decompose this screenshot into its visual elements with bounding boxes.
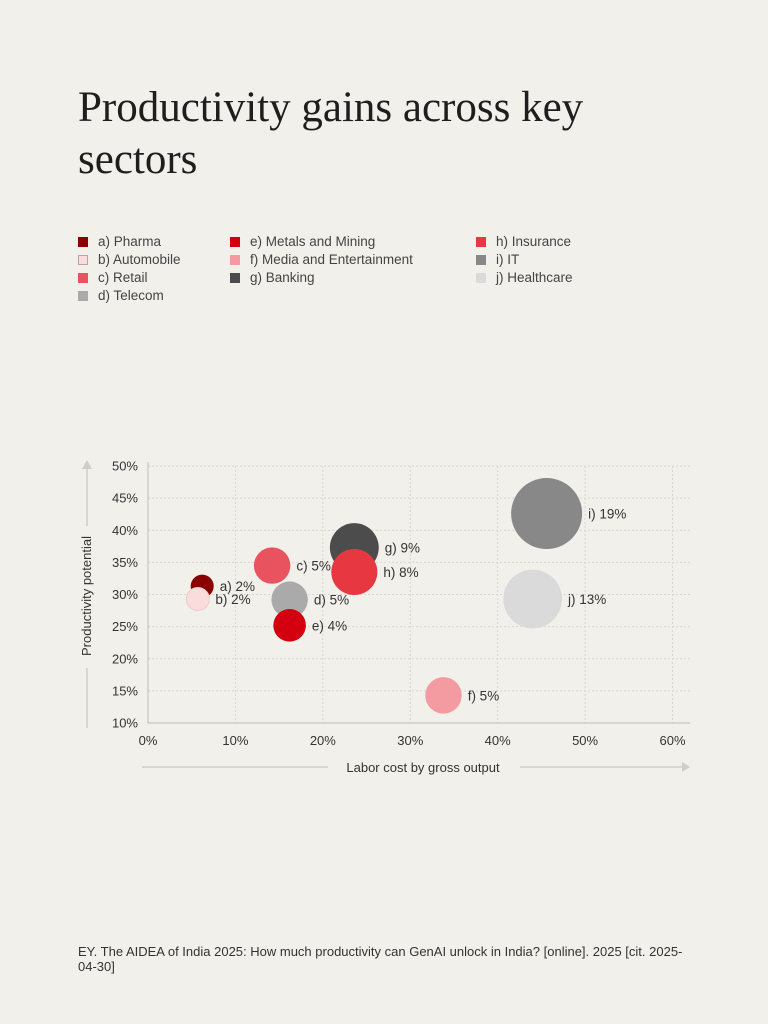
bubble [425,677,462,714]
x-tick-label: 0% [139,733,158,748]
y-tick-label: 20% [112,651,138,666]
y-tick-label: 10% [112,716,138,731]
bubble-label: b) 2% [215,592,250,607]
bubble-label: d) 5% [314,593,349,608]
bubble [511,478,583,550]
legend-swatch [230,272,240,283]
bubble-label: c) 5% [296,559,331,574]
x-tick-label: 30% [397,733,423,748]
y-tick-label: 15% [112,683,138,698]
bubble-label: g) 9% [385,541,420,556]
x-tick-label: 60% [660,733,686,748]
legend-item: b) Automobile [78,252,181,267]
bubble [185,586,210,612]
legend-item: a) Pharma [78,234,161,249]
legend-label: h) Insurance [496,234,572,249]
legend-label: d) Telecom [98,288,164,303]
legend-swatch [78,254,88,265]
bubble [273,609,306,642]
legend-item: e) Metals and Mining [230,234,375,249]
x-tick-label: 50% [572,733,598,748]
bubble [331,548,378,596]
bubble-label: i) 19% [588,507,626,522]
legend-item: g) Banking [230,270,315,285]
y-axis-title: Productivity potential [79,536,94,656]
legend-label: a) Pharma [98,234,162,249]
bubble-label: j) 13% [567,592,606,607]
y-tick-label: 45% [112,491,138,506]
chart-title: Productivity gains across key sectors [78,84,584,183]
legend-label: g) Banking [250,270,315,285]
y-axis-arrow-head [82,460,92,469]
legend-item: f) Media and Entertainment [230,252,413,267]
legend-label: c) Retail [98,270,148,285]
bubble-label: a) 2% [220,579,255,594]
y-tick-label: 25% [112,619,138,634]
legend-item: j) Healthcare [476,270,573,285]
legend-label: e) Metals and Mining [250,234,376,249]
y-tick-label: 40% [112,523,138,538]
legend-item: i) IT [476,252,519,267]
legend-label: i) IT [496,252,520,267]
legend-swatch [230,254,240,265]
x-tick-label: 20% [310,733,336,748]
bubble-chart: 10%15%20%25%30%35%40%45%50%0% 10% 20% 30% 40… [79,459,690,775]
source-note: EY. The AIDEA of India 2025: How much pr… [78,944,683,974]
legend-label: j) Healthcare [496,270,573,285]
legend-label: f) Media and Entertainment [250,252,413,267]
bubble-label: e) 4% [312,618,347,633]
legend-swatch [476,236,486,247]
bubble-label: f) 5% [468,688,500,703]
x-tick-label: 10% [222,733,248,748]
legend-item: h) Insurance [476,234,571,249]
legend-label: b) Automobile [98,252,181,267]
legend-swatch [78,290,88,301]
legend-swatch [476,254,486,265]
y-tick-label: 30% [112,587,138,602]
legend-swatch [78,272,88,283]
legend-item: c) Retail [78,270,148,285]
bubble-label: h) 8% [383,565,418,580]
legend-swatch [476,272,486,283]
bubble [271,581,308,618]
bubble [253,547,291,584]
legend-item: d) Telecom [78,288,164,303]
y-tick-label: 50% [112,459,138,474]
bubble [503,569,563,629]
x-tick-label: 40% [485,733,511,748]
y-tick-label: 35% [112,555,138,570]
legend: a) Pharma b) Automobile c) Retail d) Teleco… [78,234,698,314]
legend-swatch [78,236,88,247]
x-axis-title: Labor cost by gross output [346,760,500,775]
legend-swatch [230,236,240,247]
x-axis-arrow-head [682,762,690,772]
